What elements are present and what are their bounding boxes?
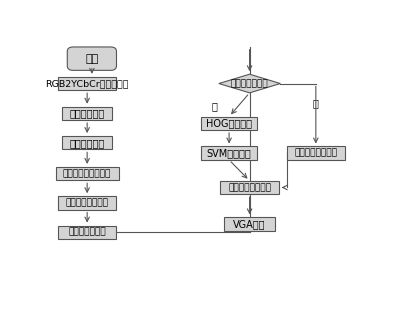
Text: 否: 否 [313,99,319,109]
Text: VGA显示: VGA显示 [233,219,266,229]
Text: 动态手势轨迹识别: 动态手势轨迹识别 [294,149,337,158]
FancyBboxPatch shape [62,107,112,120]
FancyBboxPatch shape [58,225,116,239]
Text: 手势区域框标记: 手势区域框标记 [68,228,106,237]
Text: 识别结果文字驱动: 识别结果文字驱动 [228,183,271,192]
Text: 连通域分析人脸去除: 连通域分析人脸去除 [63,169,112,178]
Text: HOG特征提取: HOG特征提取 [206,118,252,128]
Text: SVM分类识别: SVM分类识别 [207,148,252,158]
Text: 是: 是 [212,101,218,111]
FancyBboxPatch shape [62,136,112,150]
FancyBboxPatch shape [58,196,116,210]
Text: RGB2YCbCr、中値滤波: RGB2YCbCr、中値滤波 [46,79,129,88]
FancyBboxPatch shape [67,47,116,70]
Text: 手势质心坐标计算: 手势质心坐标计算 [66,198,109,207]
FancyBboxPatch shape [224,217,275,231]
FancyBboxPatch shape [201,117,257,130]
FancyBboxPatch shape [56,167,119,180]
Polygon shape [219,74,280,93]
FancyBboxPatch shape [221,181,279,194]
Text: 肤色阈値分割: 肤色阈値分割 [70,138,105,148]
FancyBboxPatch shape [287,146,345,160]
FancyBboxPatch shape [201,146,257,160]
Text: 开始: 开始 [85,54,98,64]
FancyBboxPatch shape [58,77,116,90]
Text: 是否为静态手势: 是否为静态手势 [231,79,268,88]
Text: 直方图均衡化: 直方图均衡化 [70,109,105,118]
